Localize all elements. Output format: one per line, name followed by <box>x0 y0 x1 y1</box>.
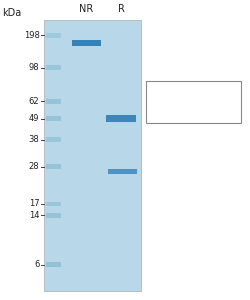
Text: 198: 198 <box>24 31 40 40</box>
Text: 49: 49 <box>29 114 40 123</box>
Bar <box>46 202 61 206</box>
Bar <box>46 116 61 121</box>
Text: 17: 17 <box>29 200 40 208</box>
Bar <box>46 33 61 38</box>
Bar <box>108 169 137 174</box>
Text: 14: 14 <box>29 211 40 220</box>
Bar <box>72 40 101 46</box>
Bar <box>46 99 61 104</box>
Bar <box>106 115 136 122</box>
Text: 28: 28 <box>29 162 40 171</box>
Text: kDa: kDa <box>2 8 22 17</box>
Text: 38: 38 <box>29 135 40 144</box>
Text: 2.5 μg loading
NR = Non-reduced
R = Reduced: 2.5 μg loading NR = Non-reduced R = Redu… <box>152 85 228 120</box>
Bar <box>46 213 61 218</box>
Text: NR: NR <box>79 4 94 14</box>
Text: 98: 98 <box>29 63 40 72</box>
Bar <box>46 262 61 267</box>
Bar <box>146 81 241 123</box>
Bar <box>44 20 141 291</box>
Text: 62: 62 <box>29 97 40 106</box>
Text: R: R <box>118 4 125 14</box>
Bar <box>46 164 61 169</box>
Bar <box>46 65 61 70</box>
Bar <box>46 137 61 142</box>
Text: 6: 6 <box>34 260 40 269</box>
